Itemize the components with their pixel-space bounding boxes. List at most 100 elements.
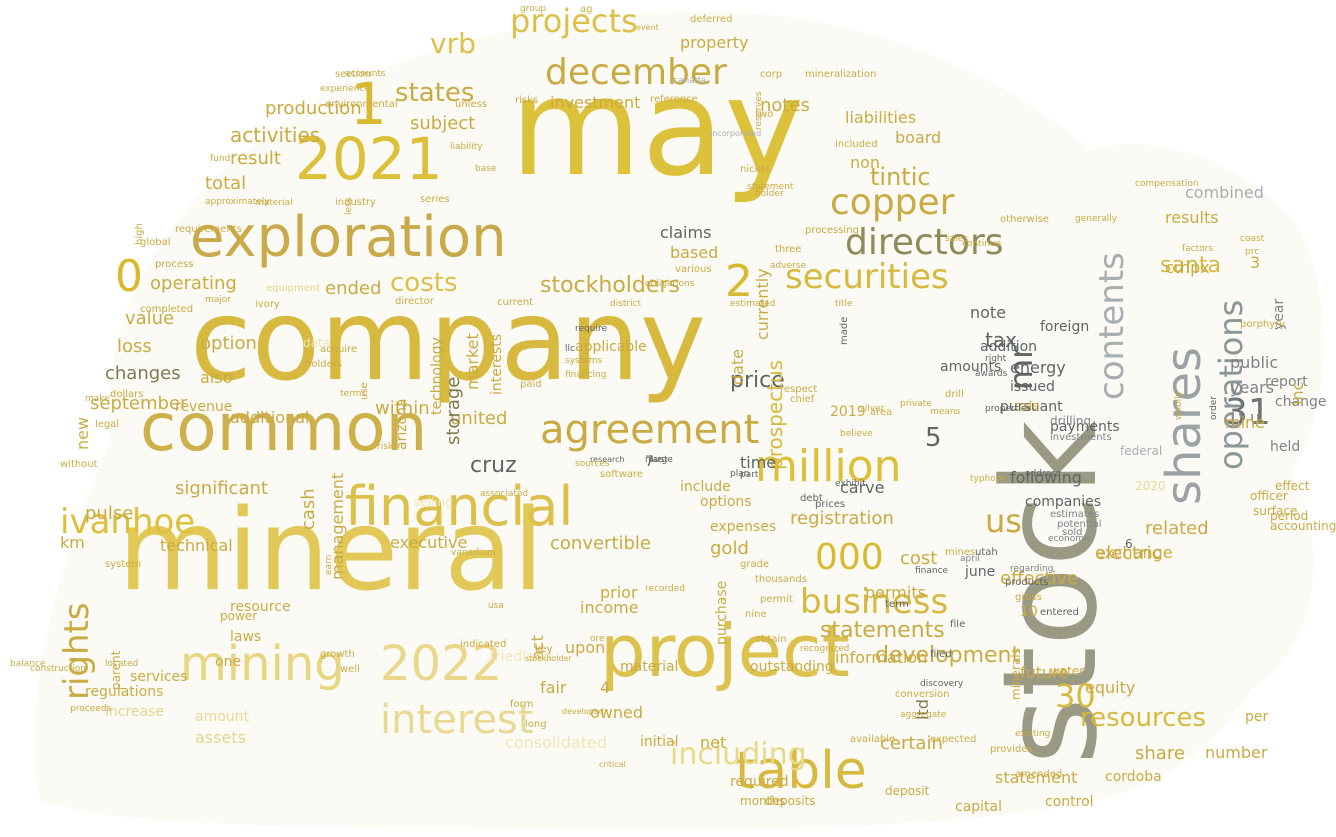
word-capital: capital — [955, 799, 1003, 815]
word-energy: energy — [1010, 358, 1066, 377]
word-title: title — [835, 299, 853, 309]
word-finance: finance — [915, 566, 949, 576]
word-liability: liability — [450, 142, 483, 152]
word-officer: officer — [1250, 489, 1288, 503]
word-order: order — [1209, 396, 1219, 420]
word-provides: provides — [990, 744, 1033, 755]
word-value: value — [125, 308, 175, 329]
word-ivanhoe: ivanhoe — [60, 502, 196, 542]
word-sources: sources — [575, 459, 610, 469]
word-processing: processing — [805, 225, 859, 236]
word-available: available — [850, 734, 896, 745]
word-number: number — [1205, 743, 1268, 762]
word-options: options — [700, 494, 752, 510]
word-made: made — [839, 316, 850, 345]
word-software: software — [600, 469, 643, 480]
word-applicable: applicable — [575, 339, 647, 355]
word-laws: laws — [230, 629, 262, 645]
word-experience: experience — [320, 84, 370, 94]
word-wholly: wholly — [1174, 391, 1184, 420]
word-form: form — [510, 699, 534, 710]
word-upon: upon — [565, 638, 606, 657]
word-data: data — [303, 336, 331, 350]
word-expected: expected — [930, 734, 977, 745]
word-statement: statement — [747, 182, 794, 192]
word-process: process — [155, 259, 194, 270]
word-corp: corp — [760, 69, 783, 80]
word-years: years — [1230, 378, 1275, 397]
word-statement: statement — [995, 768, 1078, 787]
word-effect: effect — [1275, 479, 1310, 493]
word-accounts: accounts — [345, 69, 386, 79]
word-financial: financial — [345, 475, 574, 538]
word-equipment: equipment — [266, 283, 321, 294]
word-arizona: arizona — [394, 398, 410, 450]
word-adverse: adverse — [770, 261, 807, 271]
word-interests: interests — [489, 333, 505, 395]
word-address: address — [1025, 469, 1061, 479]
word-electric: electric — [1095, 543, 1162, 564]
word-foreign: foreign — [1040, 319, 1090, 335]
word-us: us — [985, 502, 1022, 540]
word-u: u — [1250, 408, 1261, 427]
word-system: system — [105, 559, 142, 570]
word-certain: certain — [880, 733, 943, 754]
word-30: 30 — [1055, 677, 1096, 715]
word-activities: activities — [230, 123, 321, 147]
word-prior: prior — [600, 583, 638, 602]
word-services: services — [130, 669, 188, 685]
word-price: price — [730, 368, 785, 393]
word-exploration: exploration — [190, 205, 507, 270]
word-company: company — [190, 276, 707, 406]
word-hpx: hpx — [1180, 258, 1210, 277]
word-incorporated: incorporated — [710, 129, 762, 138]
word-financing: financing — [565, 370, 607, 380]
word-fund: fund — [210, 154, 231, 164]
word-terms: terms — [340, 389, 367, 399]
word-period: period — [1270, 509, 1309, 523]
word-mine: mine — [1225, 413, 1266, 432]
word-regarding: regarding — [1010, 564, 1054, 574]
word-public: public — [1230, 353, 1279, 372]
word-section: section — [335, 69, 372, 80]
word-private: private — [900, 399, 932, 409]
word-costs: costs — [390, 268, 458, 298]
word-debt: debt — [800, 493, 823, 504]
word-assets: assets — [195, 728, 246, 747]
word-power: power — [220, 609, 258, 623]
word-inc: inc — [1288, 381, 1307, 405]
word-one: one — [215, 654, 242, 670]
word-high: high — [134, 223, 145, 245]
word-cordoba: cordoba — [1105, 769, 1162, 785]
word-less: less — [344, 197, 354, 215]
word-based: based — [670, 243, 719, 262]
word-exhibit: exhibit — [835, 479, 866, 489]
word-effective: effective — [1000, 568, 1079, 589]
word-legal: legal — [95, 419, 120, 430]
word-make: make — [85, 394, 110, 404]
word-amounts: amounts — [940, 359, 1002, 375]
word-products: products — [1005, 577, 1049, 588]
word-approximately: approximately — [205, 197, 270, 207]
word-outstanding: outstanding — [750, 659, 834, 675]
word-file: file — [950, 619, 966, 630]
word-utah: utah — [975, 547, 998, 558]
word-combined: combined — [1185, 183, 1264, 202]
word-awards: awards — [975, 369, 1008, 379]
word-april: april — [960, 554, 980, 564]
word-per: per — [1245, 709, 1269, 725]
word-amount: amount — [195, 709, 250, 725]
word-recorded: recorded — [645, 584, 685, 594]
word-vrb: vrb — [430, 27, 476, 60]
word-future: future — [1020, 663, 1069, 682]
word-ended: ended — [325, 278, 382, 299]
word-indicated: indicated — [460, 639, 507, 650]
word-report: report — [1265, 374, 1308, 390]
word-carve: carve — [840, 478, 885, 497]
word-non: non — [850, 153, 881, 172]
word-securities: securities — [785, 257, 949, 297]
word-registration: registration — [790, 508, 894, 529]
word-unless: unless — [455, 99, 488, 110]
word-storage: storage — [443, 376, 464, 445]
